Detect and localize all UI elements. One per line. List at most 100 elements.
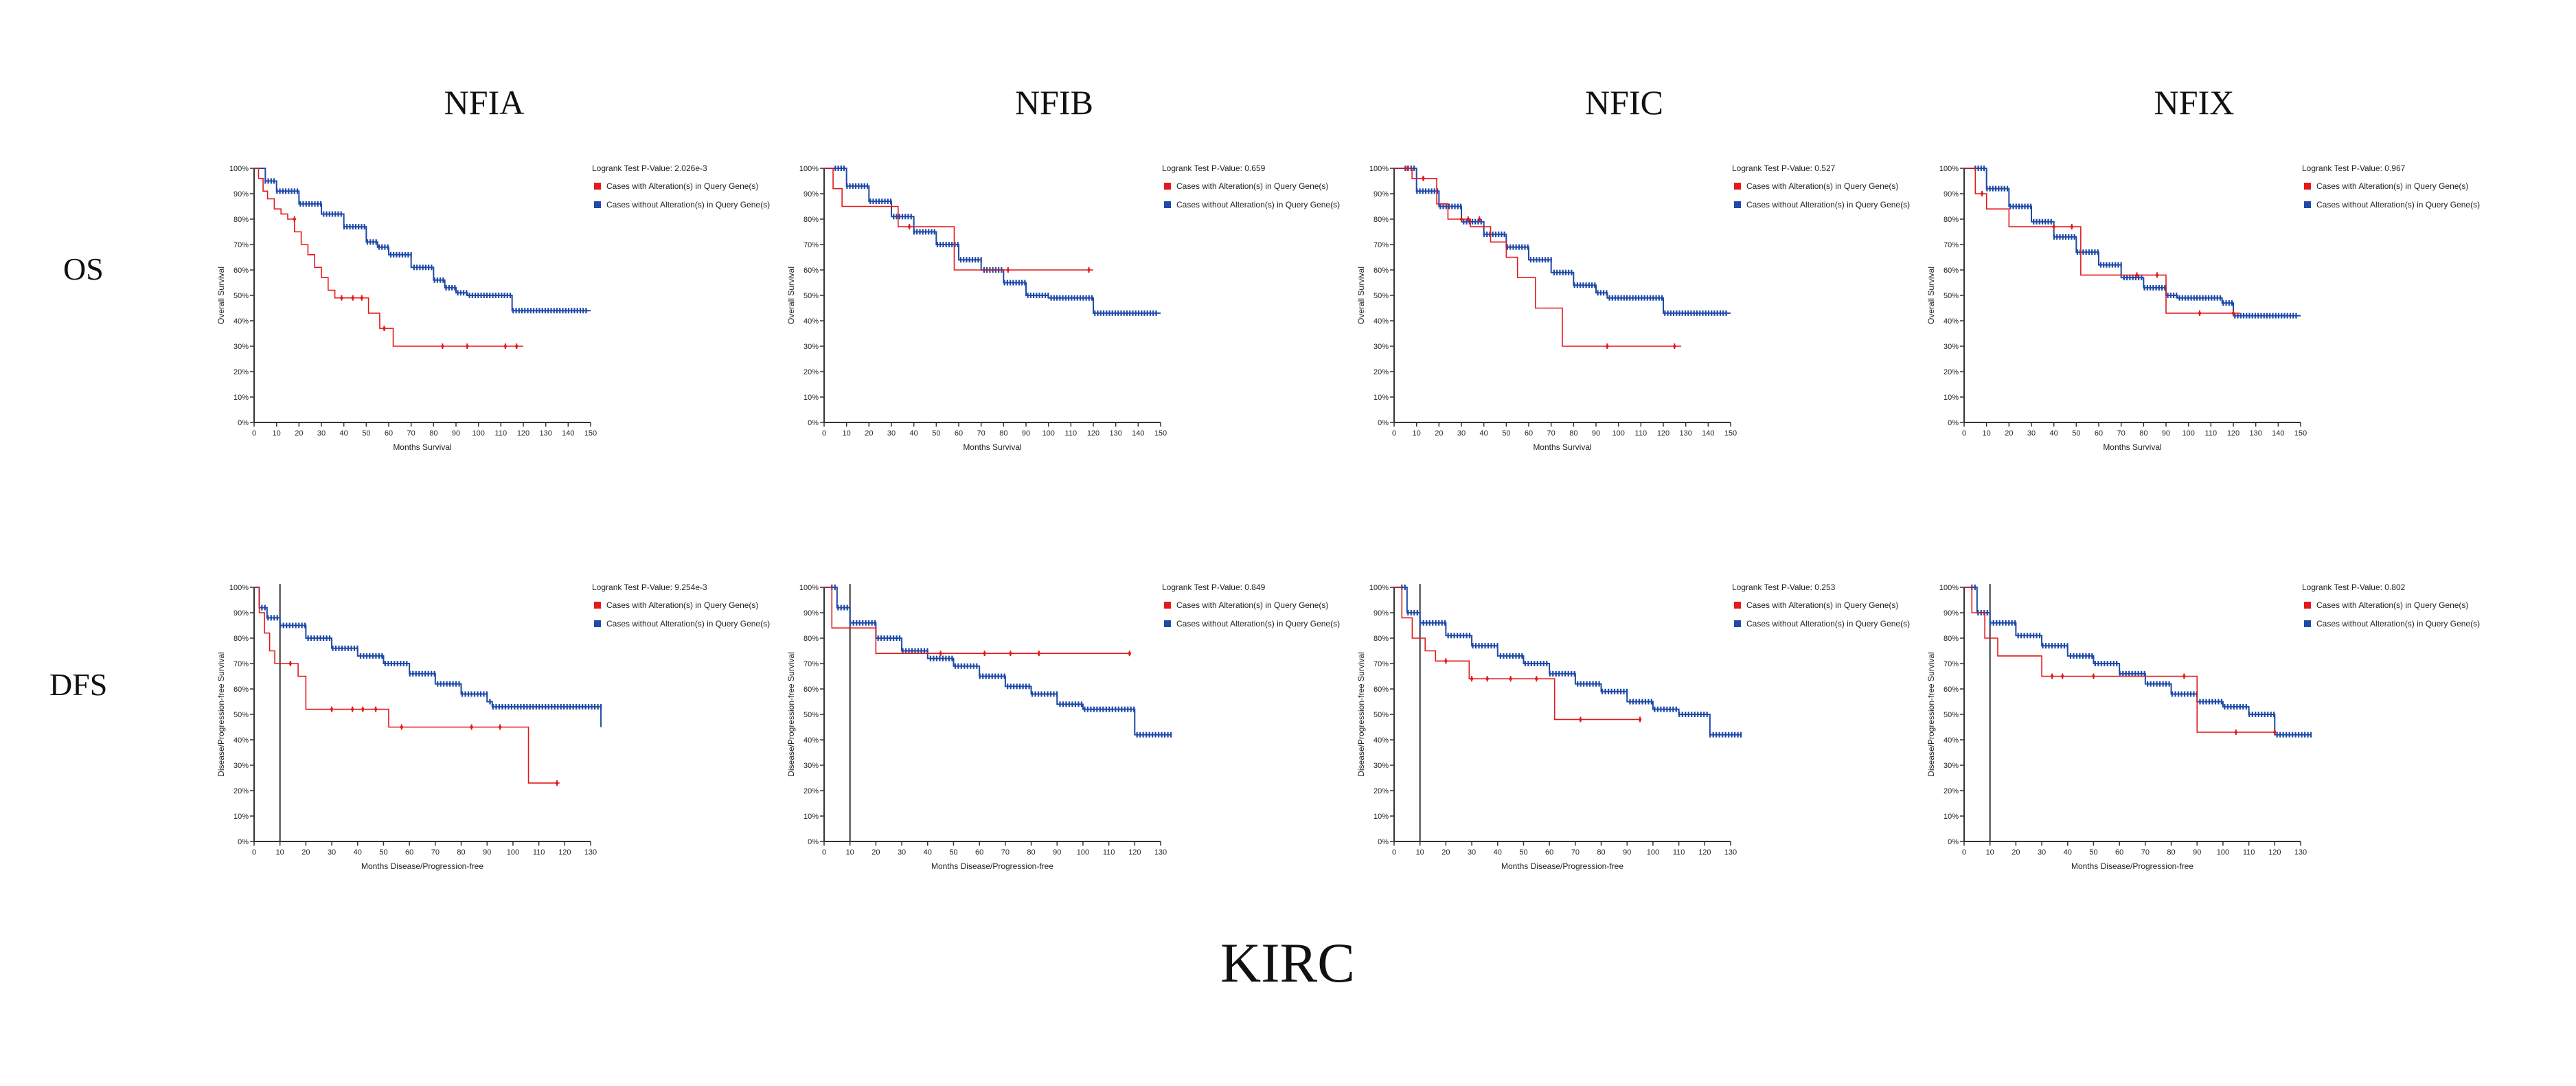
censor-dot bbox=[555, 781, 559, 785]
censor-dot bbox=[2182, 675, 2186, 678]
censor-dot bbox=[1477, 217, 1481, 221]
x-tick-label: 80 bbox=[1597, 848, 1605, 857]
x-axis-label: Months Disease/Progression-free bbox=[1501, 861, 1623, 871]
x-tick-label: 120 bbox=[1087, 429, 1099, 438]
x-tick-label: 70 bbox=[1571, 848, 1580, 857]
x-tick-label: 90 bbox=[1623, 848, 1631, 857]
legend-entry: Cases with Alteration(s) in Query Gene(s… bbox=[1176, 181, 1328, 191]
km-panel-nfia-os: 0% 10% 20% 30% 40% 50% 60% 70% 80% 90% 100% 0 10 20 30… bbox=[209, 155, 779, 464]
y-axis-label: Disease/Progression-free Survival bbox=[786, 652, 796, 776]
censor-dot bbox=[374, 708, 378, 711]
y-tick-label: 10% bbox=[233, 813, 249, 821]
y-tick-label: 80% bbox=[233, 635, 249, 643]
plot-area: 0% 10% 20% 30% 40% 50% 60% 70% 80% 90% 100% 0 10 20 30… bbox=[216, 163, 770, 452]
x-tick-label: 150 bbox=[2294, 429, 2307, 438]
y-tick-label: 20% bbox=[803, 368, 819, 376]
censor-dot bbox=[1509, 677, 1512, 681]
censor-dot bbox=[293, 217, 296, 221]
y-tick-label: 90% bbox=[1944, 609, 1959, 618]
y-tick-label: 70% bbox=[233, 241, 249, 249]
y-tick-label: 20% bbox=[1944, 368, 1959, 376]
censor-dot bbox=[1466, 217, 1470, 221]
censor-dot bbox=[361, 708, 365, 711]
x-tick-label: 120 bbox=[2268, 848, 2281, 857]
legend-entry: Cases without Alteration(s) in Query Gen… bbox=[2316, 619, 2480, 629]
legend-entry: Cases with Alteration(s) in Query Gene(s… bbox=[1176, 600, 1328, 610]
x-tick-label: 50 bbox=[2089, 848, 2097, 857]
censor-dot bbox=[1535, 677, 1538, 681]
altered-survival-curve bbox=[1394, 168, 1682, 347]
x-tick-label: 110 bbox=[1103, 848, 1115, 857]
x-tick-label: 60 bbox=[1525, 429, 1533, 438]
y-tick-label: 70% bbox=[1374, 660, 1389, 668]
y-tick-label: 20% bbox=[233, 368, 249, 376]
y-tick-label: 70% bbox=[1944, 241, 1959, 249]
censor-dot bbox=[2135, 273, 2139, 277]
x-axis-label: Months Survival bbox=[2103, 442, 2161, 452]
x-tick-label: 0 bbox=[822, 429, 826, 438]
censor-dot bbox=[983, 652, 986, 655]
x-tick-label: 70 bbox=[407, 429, 415, 438]
x-tick-label: 10 bbox=[843, 429, 851, 438]
y-tick-label: 90% bbox=[803, 609, 819, 618]
y-tick-label: 70% bbox=[803, 660, 819, 668]
x-tick-label: 140 bbox=[1132, 429, 1144, 438]
x-tick-label: 110 bbox=[2205, 429, 2218, 438]
x-tick-label: 110 bbox=[1065, 429, 1078, 438]
x-tick-label: 80 bbox=[1027, 848, 1035, 857]
x-tick-label: 10 bbox=[273, 429, 281, 438]
x-tick-label: 100 bbox=[472, 429, 484, 438]
y-tick-label: 80% bbox=[1374, 635, 1389, 643]
x-tick-label: 100 bbox=[2182, 429, 2194, 438]
y-axis-label: Overall Survival bbox=[1926, 267, 1936, 324]
km-chart-nfic-os: 0% 10% 20% 30% 40% 50% 60% 70% 80% 90% 100% 0 10 20 30… bbox=[1356, 163, 1910, 452]
legend-swatch bbox=[1734, 602, 1741, 609]
x-tick-label: 30 bbox=[317, 429, 326, 438]
plot-area: 0% 10% 20% 30% 40% 50% 60% 70% 80% 90% 100% 0 10 20 30… bbox=[1356, 582, 1910, 871]
logrank-pvalue: Logrank Test P-Value: 0.659 bbox=[1162, 163, 1266, 173]
logrank-pvalue: Logrank Test P-Value: 2.026e-3 bbox=[592, 163, 707, 173]
censor-dot bbox=[1037, 652, 1041, 655]
x-tick-label: 60 bbox=[405, 848, 413, 857]
x-axis-label: Months Disease/Progression-free bbox=[2071, 861, 2193, 871]
altered-survival-curve bbox=[1964, 168, 2240, 314]
km-panel-nfic-os: 0% 10% 20% 30% 40% 50% 60% 70% 80% 90% 100% 0 10 20 30… bbox=[1349, 155, 1919, 464]
censor-dot bbox=[1444, 659, 1448, 663]
y-tick-label: 0% bbox=[238, 419, 249, 427]
x-tick-label: 90 bbox=[1022, 429, 1030, 438]
legend-swatch bbox=[1734, 183, 1741, 190]
censor-dot bbox=[330, 708, 334, 711]
y-tick-label: 0% bbox=[238, 838, 249, 846]
x-tick-label: 80 bbox=[457, 848, 465, 857]
y-tick-label: 60% bbox=[233, 686, 249, 694]
x-tick-label: 90 bbox=[1053, 848, 1061, 857]
x-tick-label: 110 bbox=[1673, 848, 1685, 857]
legend-entry: Cases without Alteration(s) in Query Gen… bbox=[1176, 619, 1340, 629]
x-tick-label: 20 bbox=[2005, 429, 2013, 438]
unaltered-survival-curve bbox=[1394, 168, 1731, 314]
legend-entry: Cases without Alteration(s) in Query Gen… bbox=[2316, 200, 2480, 210]
x-tick-label: 90 bbox=[2162, 429, 2170, 438]
x-tick-label: 0 bbox=[1392, 848, 1396, 857]
altered-survival-curve bbox=[824, 168, 1093, 271]
logrank-pvalue: Logrank Test P-Value: 0.253 bbox=[1732, 582, 1836, 592]
censor-dot bbox=[1006, 268, 1010, 272]
y-tick-label: 50% bbox=[1374, 711, 1389, 719]
logrank-pvalue: Logrank Test P-Value: 0.802 bbox=[2302, 582, 2406, 592]
x-tick-label: 10 bbox=[276, 848, 284, 857]
y-tick-label: 10% bbox=[1944, 813, 1959, 821]
censor-dot bbox=[1485, 677, 1489, 681]
y-tick-label: 20% bbox=[1374, 787, 1389, 795]
x-tick-label: 40 bbox=[1480, 429, 1488, 438]
x-tick-label: 50 bbox=[2072, 429, 2080, 438]
censor-dot bbox=[383, 326, 386, 330]
altered-survival-curve bbox=[1964, 587, 2275, 733]
censor-dot bbox=[503, 344, 508, 348]
x-tick-label: 50 bbox=[379, 848, 387, 857]
x-tick-label: 100 bbox=[1042, 429, 1054, 438]
legend-swatch bbox=[594, 201, 601, 208]
x-tick-label: 0 bbox=[252, 848, 256, 857]
column-title-nfib: NFIB bbox=[1015, 83, 1093, 122]
y-tick-label: 10% bbox=[1374, 394, 1389, 402]
y-tick-label: 100% bbox=[1369, 584, 1389, 592]
